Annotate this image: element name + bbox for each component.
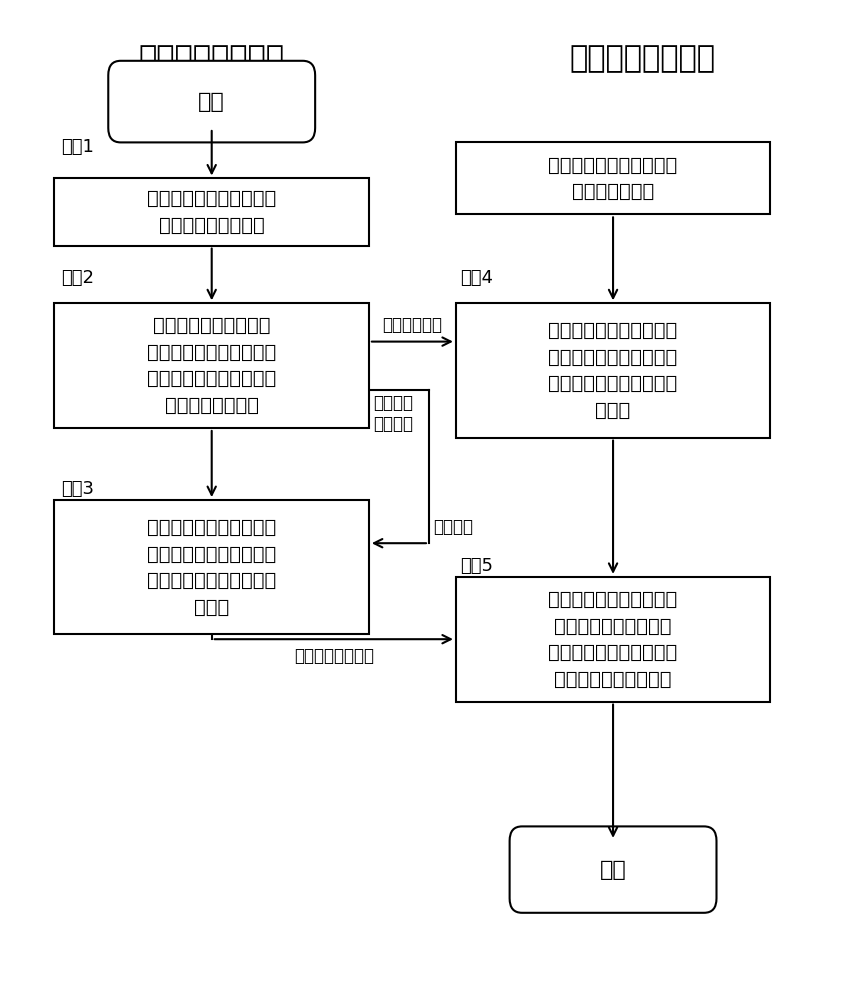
Text: 代理内部负荷资源可调度
信息收集和分析: 代理内部负荷资源可调度 信息收集和分析	[548, 156, 677, 201]
Text: 开始: 开始	[198, 92, 225, 112]
FancyBboxPatch shape	[54, 178, 369, 246]
Text: 调度中心决策流程: 调度中心决策流程	[139, 44, 284, 73]
Text: 负荷代理决策流程: 负荷代理决策流程	[568, 44, 714, 73]
FancyBboxPatch shape	[455, 142, 770, 214]
FancyBboxPatch shape	[54, 500, 369, 634]
Text: 步骤2: 步骤2	[61, 269, 94, 287]
Text: 柔性负荷
调度需求: 柔性负荷 调度需求	[373, 394, 412, 433]
Text: 步骤5: 步骤5	[460, 557, 492, 575]
Text: 调控中心预测负荷曲线、
间歇式能源发电曲线: 调控中心预测负荷曲线、 间歇式能源发电曲线	[147, 189, 276, 235]
Text: 结束: 结束	[599, 860, 626, 880]
Text: 步骤3: 步骤3	[61, 480, 94, 498]
FancyBboxPatch shape	[455, 303, 770, 438]
FancyBboxPatch shape	[509, 826, 715, 913]
Text: 功率调整调度指令: 功率调整调度指令	[294, 647, 374, 665]
Text: 代理以成本最低为目标，
以调整电价和激励为手
段，下发控制指令给给负
荷个体，调整用电功率: 代理以成本最低为目标， 以调整电价和激励为手 段，下发控制指令给给负 荷个体，调…	[548, 590, 677, 688]
FancyBboxPatch shape	[455, 577, 770, 702]
Text: 步骤1: 步骤1	[61, 138, 94, 156]
FancyBboxPatch shape	[54, 303, 369, 428]
Text: 报价曲线: 报价曲线	[432, 518, 473, 536]
Text: 步骤4: 步骤4	[460, 269, 492, 287]
Text: 系统运行信息: 系统运行信息	[382, 316, 442, 334]
Text: 建立风电出力不确定模
型，制定常规机组调度计
划，发布系统运行信息和
柔性负荷调度需求: 建立风电出力不确定模 型，制定常规机组调度计 划，发布系统运行信息和 柔性负荷调…	[147, 316, 276, 415]
Text: 分析不同负荷代理柔性负
荷调用成本，以调度成本
最低为目标优化可调度负
荷资源: 分析不同负荷代理柔性负 荷调用成本，以调度成本 最低为目标优化可调度负 荷资源	[147, 518, 276, 616]
FancyBboxPatch shape	[108, 61, 315, 142]
Text: 代理在学习历史交易信息
的基础上，计算各时段功
率调整量及对应的补偿价
格曲线: 代理在学习历史交易信息 的基础上，计算各时段功 率调整量及对应的补偿价 格曲线	[548, 321, 677, 420]
